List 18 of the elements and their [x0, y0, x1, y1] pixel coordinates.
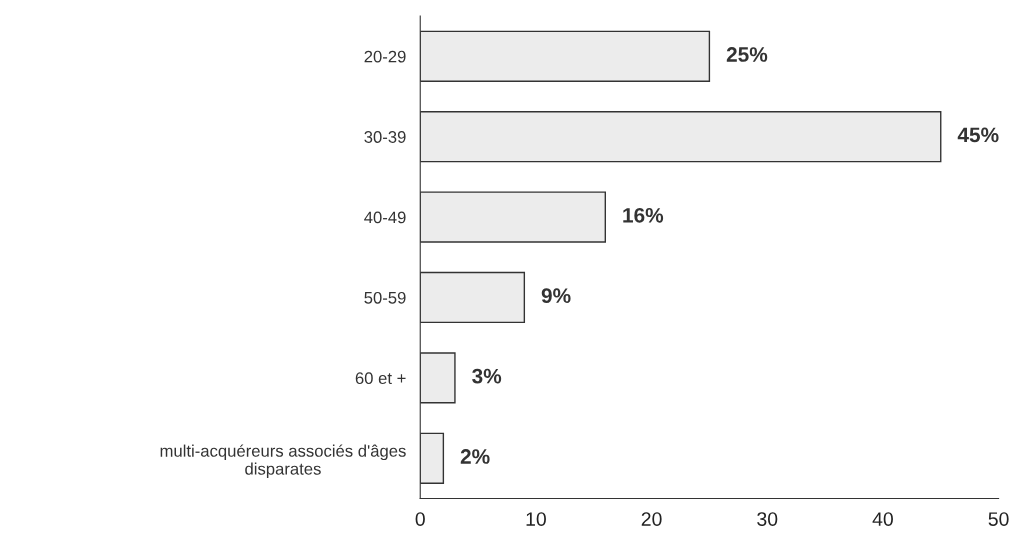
x-tick-label: 30	[757, 512, 778, 526]
data-label: 9%	[541, 288, 571, 304]
x-tick-label: 50	[988, 512, 1009, 526]
data-label: 3%	[472, 368, 502, 384]
y-tick-label: multi-acquéreurs associés d'âges disparates	[160, 444, 406, 479]
y-tick-label: 60 et +	[355, 372, 406, 385]
data-label: 16%	[623, 207, 664, 223]
y-tick-label: 50-59	[364, 291, 406, 304]
x-tick-label: 20	[641, 512, 662, 526]
data-label: 45%	[957, 127, 999, 143]
x-tick-label: 40	[872, 512, 893, 526]
data-label: 2%	[460, 449, 490, 464]
x-tick-label: 0	[415, 512, 425, 526]
y-tick-label: 20-29	[364, 50, 406, 63]
y-tick-label: 30-39	[364, 131, 406, 143]
y-tick-label: 40-49	[364, 211, 406, 224]
x-tick-label: 10	[526, 512, 546, 526]
data-label: 25%	[726, 47, 768, 62]
